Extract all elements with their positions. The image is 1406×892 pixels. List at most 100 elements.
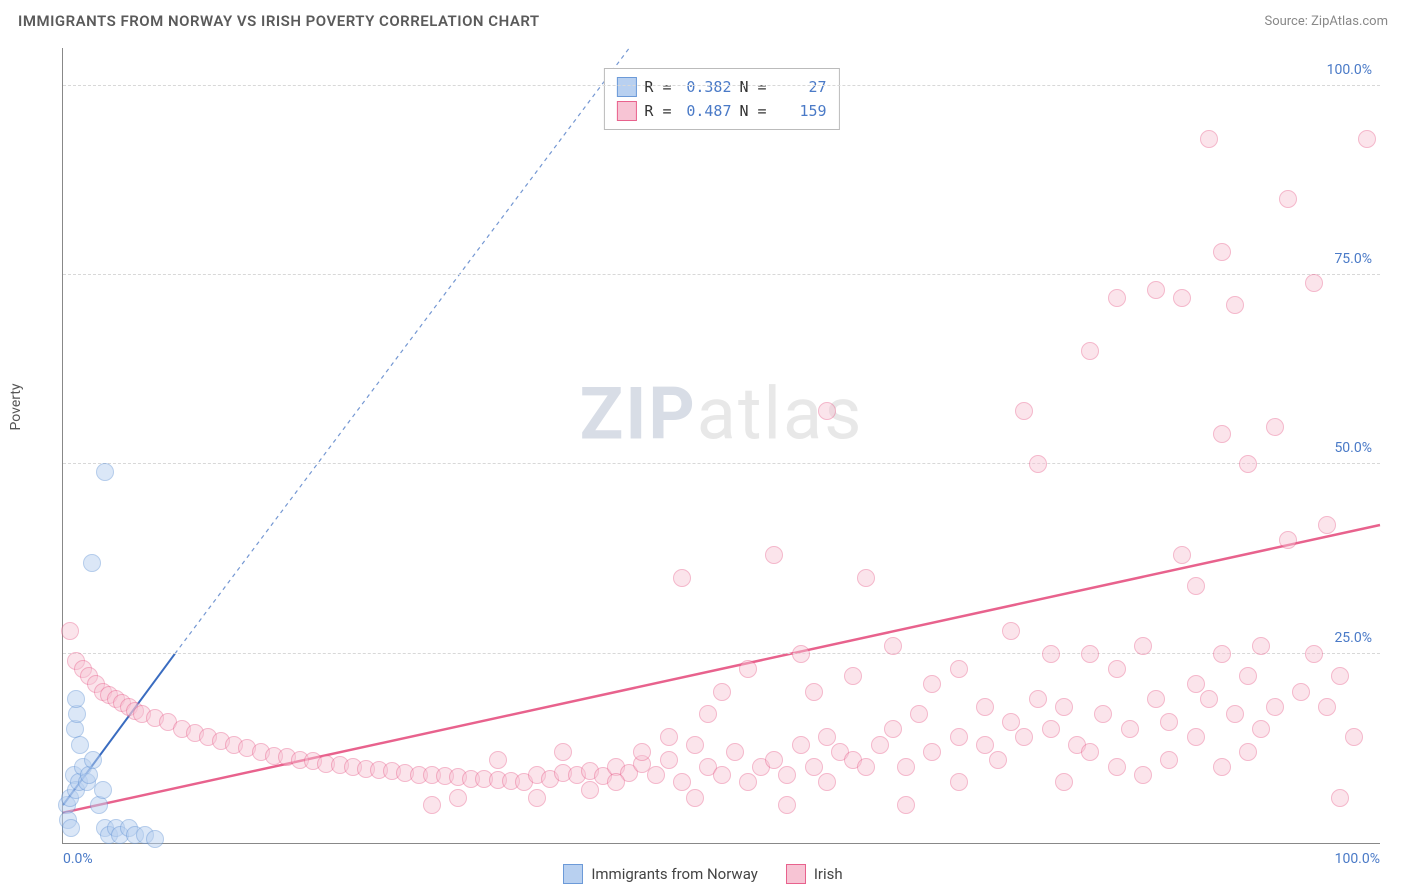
data-point <box>1002 622 1020 640</box>
data-point <box>1187 577 1205 595</box>
data-point <box>805 683 823 701</box>
data-point <box>1029 455 1047 473</box>
data-point <box>1200 690 1218 708</box>
data-point <box>950 728 968 746</box>
data-point <box>805 758 823 776</box>
data-point <box>897 758 915 776</box>
data-point <box>1331 789 1349 807</box>
watermark-rest: atlas <box>697 371 864 456</box>
data-point <box>1081 743 1099 761</box>
data-point <box>739 773 757 791</box>
data-point <box>1134 766 1152 784</box>
data-point <box>1108 289 1126 307</box>
data-point <box>1108 758 1126 776</box>
data-point <box>1252 720 1270 738</box>
data-point <box>71 736 89 754</box>
data-point <box>581 781 599 799</box>
chart-container: Poverty ZIPatlas R =0.382 N =27R =0.487 … <box>18 40 1388 852</box>
data-point <box>1331 667 1349 685</box>
data-point <box>1200 130 1218 148</box>
data-point <box>1239 455 1257 473</box>
data-point <box>1292 683 1310 701</box>
data-point <box>726 743 744 761</box>
data-point <box>673 773 691 791</box>
data-point <box>950 660 968 678</box>
data-point <box>1226 296 1244 314</box>
data-point <box>910 705 928 723</box>
data-point <box>857 758 875 776</box>
data-point <box>61 622 79 640</box>
chart-header: IMMIGRANTS FROM NORWAY VS IRISH POVERTY … <box>0 0 1406 40</box>
data-point <box>857 569 875 587</box>
legend-swatch <box>563 864 583 884</box>
data-point <box>950 773 968 791</box>
data-point <box>660 751 678 769</box>
data-point <box>818 402 836 420</box>
data-point <box>884 720 902 738</box>
trend-lines <box>63 48 1380 843</box>
stats-legend: R =0.382 N =27R =0.487 N =159 <box>603 68 839 130</box>
data-point <box>1279 190 1297 208</box>
data-point <box>1213 243 1231 261</box>
data-point <box>1318 516 1336 534</box>
data-point <box>1266 418 1284 436</box>
data-point <box>1015 402 1033 420</box>
data-point <box>1305 645 1323 663</box>
data-point <box>713 766 731 784</box>
bottom-legend: Immigrants from Norway Irish <box>0 864 1406 884</box>
data-point <box>1213 758 1231 776</box>
stat-label: R = <box>644 99 671 123</box>
data-point <box>713 683 731 701</box>
data-point <box>923 743 941 761</box>
legend-label: Irish <box>814 865 843 883</box>
series-swatch <box>616 101 636 121</box>
chart-title: IMMIGRANTS FROM NORWAY VS IRISH POVERTY … <box>18 12 540 30</box>
data-point <box>1305 274 1323 292</box>
data-point <box>1266 698 1284 716</box>
data-point <box>1134 637 1152 655</box>
data-point <box>554 743 572 761</box>
data-point <box>818 728 836 746</box>
plot-area: ZIPatlas R =0.382 N =27R =0.487 N =159 2… <box>62 48 1380 844</box>
data-point <box>449 789 467 807</box>
y-axis-label: Poverty <box>8 383 24 430</box>
data-point <box>94 781 112 799</box>
stats-row: R =0.487 N =159 <box>616 99 826 123</box>
data-point <box>1239 667 1257 685</box>
data-point <box>1358 130 1376 148</box>
data-point <box>818 773 836 791</box>
data-point <box>1108 660 1126 678</box>
data-point <box>1042 720 1060 738</box>
data-point <box>96 463 114 481</box>
data-point <box>739 660 757 678</box>
data-point <box>778 796 796 814</box>
data-point <box>1160 713 1178 731</box>
data-point <box>90 796 108 814</box>
data-point <box>1002 713 1020 731</box>
legend-label: Immigrants from Norway <box>591 865 758 883</box>
y-tick-label: 25.0% <box>1334 630 1372 646</box>
data-point <box>844 667 862 685</box>
stat-label: N = <box>740 99 767 123</box>
gridline <box>63 85 1380 86</box>
data-point <box>1081 645 1099 663</box>
data-point <box>778 766 796 784</box>
data-point <box>976 698 994 716</box>
data-point <box>1213 645 1231 663</box>
data-point <box>1042 645 1060 663</box>
chart-source: Source: ZipAtlas.com <box>1264 14 1388 29</box>
data-point <box>647 766 665 784</box>
data-point <box>1239 743 1257 761</box>
y-tick-label: 75.0% <box>1334 251 1372 267</box>
data-point <box>1187 675 1205 693</box>
data-point <box>1055 698 1073 716</box>
data-point <box>607 773 625 791</box>
data-point <box>699 705 717 723</box>
stat-label: R = <box>644 75 671 99</box>
data-point <box>489 751 507 769</box>
data-point <box>989 751 1007 769</box>
gridline <box>63 274 1380 275</box>
data-point <box>1173 289 1191 307</box>
legend-item: Immigrants from Norway <box>563 864 758 884</box>
stats-row: R =0.382 N =27 <box>616 75 826 99</box>
